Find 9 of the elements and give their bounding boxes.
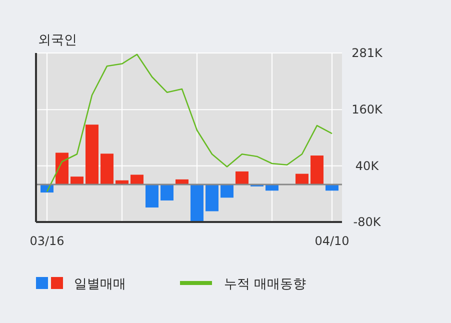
y-tick-label: 40K [355,158,380,173]
y-tick-label: -80K [353,215,382,229]
chart-title: 외국인 [38,33,77,48]
y-tick-label: 281K [352,46,384,60]
x-tick-label: 04/10 [314,234,350,248]
legend-label: 누적 매매동향 [224,277,306,292]
x-tick-label: 03/16 [30,234,64,248]
y-tick-label: 160K [352,102,384,117]
legend-label: 일별매매 [74,277,126,292]
